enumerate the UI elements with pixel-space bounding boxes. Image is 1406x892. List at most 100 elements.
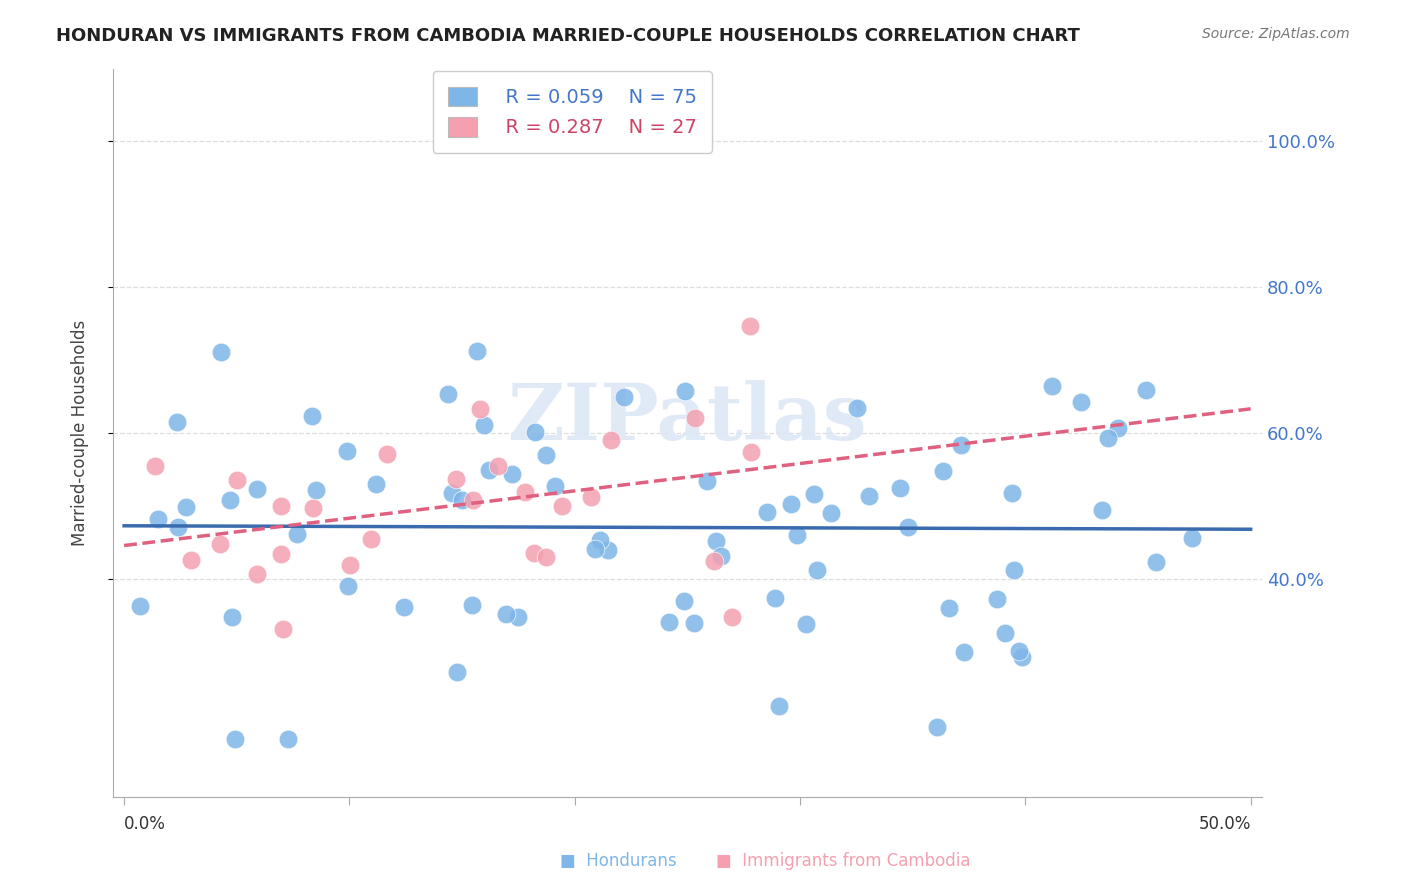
Point — [1040, 379, 1063, 393]
Point — [515, 484, 537, 499]
Point — [952, 645, 974, 659]
Text: ■  Hondurans: ■ Hondurans — [561, 852, 676, 870]
Point — [523, 425, 546, 439]
Point — [740, 444, 762, 458]
Point — [1181, 531, 1204, 545]
Point — [501, 467, 523, 481]
Point — [938, 601, 960, 615]
Point — [472, 418, 495, 433]
Point — [897, 520, 920, 534]
Point — [710, 549, 733, 563]
Point — [219, 492, 242, 507]
Point — [128, 599, 150, 613]
Text: 0.0%: 0.0% — [124, 815, 166, 833]
Point — [583, 541, 606, 556]
Point — [339, 558, 361, 572]
Point — [465, 343, 488, 358]
Point — [523, 546, 546, 560]
Point — [1090, 503, 1112, 517]
Point — [579, 490, 602, 504]
Point — [756, 505, 779, 519]
Point — [1135, 383, 1157, 397]
Text: ■  Immigrants from Cambodia: ■ Immigrants from Cambodia — [716, 852, 972, 870]
Point — [858, 489, 880, 503]
Point — [820, 507, 842, 521]
Point — [1002, 563, 1025, 577]
Point — [803, 486, 825, 500]
Point — [925, 720, 948, 734]
Point — [146, 512, 169, 526]
Point — [209, 345, 232, 359]
Point — [246, 566, 269, 581]
Point — [806, 563, 828, 577]
Point — [277, 731, 299, 746]
Point — [364, 476, 387, 491]
Point — [683, 410, 706, 425]
Point — [696, 474, 718, 488]
Point — [446, 472, 468, 486]
Point — [336, 444, 359, 458]
Point — [551, 499, 574, 513]
Point — [780, 497, 803, 511]
Point — [544, 479, 567, 493]
Point — [1008, 644, 1031, 658]
Point — [949, 438, 972, 452]
Point — [446, 665, 468, 679]
Point — [167, 520, 190, 534]
Point — [768, 698, 790, 713]
Point — [305, 483, 328, 497]
Point — [786, 527, 808, 541]
Point — [246, 482, 269, 496]
Point — [704, 534, 727, 549]
Point — [486, 458, 509, 473]
Point — [673, 384, 696, 399]
Point — [478, 463, 501, 477]
Point — [441, 486, 464, 500]
Point — [451, 492, 474, 507]
Text: 50.0%: 50.0% — [1198, 815, 1250, 833]
Point — [174, 500, 197, 514]
Point — [845, 401, 868, 415]
Point — [337, 578, 360, 592]
Point — [589, 533, 612, 547]
Point — [1011, 649, 1033, 664]
Point — [180, 553, 202, 567]
Point — [208, 536, 231, 550]
Point — [225, 474, 247, 488]
Legend:   R = 0.059    N = 75,   R = 0.287    N = 27: R = 0.059 N = 75, R = 0.287 N = 27 — [433, 71, 713, 153]
Point — [534, 550, 557, 565]
Text: ZIPatlas: ZIPatlas — [508, 380, 868, 457]
Point — [703, 554, 725, 568]
Point — [738, 319, 761, 334]
Point — [143, 458, 166, 473]
Point — [672, 593, 695, 607]
Point — [285, 526, 308, 541]
Point — [889, 481, 911, 495]
Point — [360, 532, 382, 546]
Point — [468, 402, 491, 417]
Point — [613, 390, 636, 404]
Point — [658, 615, 681, 629]
Point — [221, 609, 243, 624]
Y-axis label: Married-couple Households: Married-couple Households — [72, 319, 89, 546]
Point — [495, 607, 517, 622]
Point — [536, 448, 558, 462]
Text: HONDURAN VS IMMIGRANTS FROM CAMBODIA MARRIED-COUPLE HOUSEHOLDS CORRELATION CHART: HONDURAN VS IMMIGRANTS FROM CAMBODIA MAR… — [56, 27, 1080, 45]
Point — [377, 447, 399, 461]
Point — [599, 434, 621, 448]
Point — [1097, 431, 1119, 445]
Point — [394, 599, 416, 614]
Point — [932, 464, 955, 478]
Point — [598, 542, 620, 557]
Point — [986, 592, 1008, 607]
Point — [794, 617, 817, 632]
Point — [506, 610, 529, 624]
Point — [1144, 555, 1167, 569]
Point — [436, 387, 458, 401]
Point — [720, 610, 742, 624]
Point — [461, 493, 484, 508]
Point — [1107, 421, 1129, 435]
Point — [994, 626, 1017, 640]
Point — [224, 731, 246, 746]
Text: Source: ZipAtlas.com: Source: ZipAtlas.com — [1202, 27, 1350, 41]
